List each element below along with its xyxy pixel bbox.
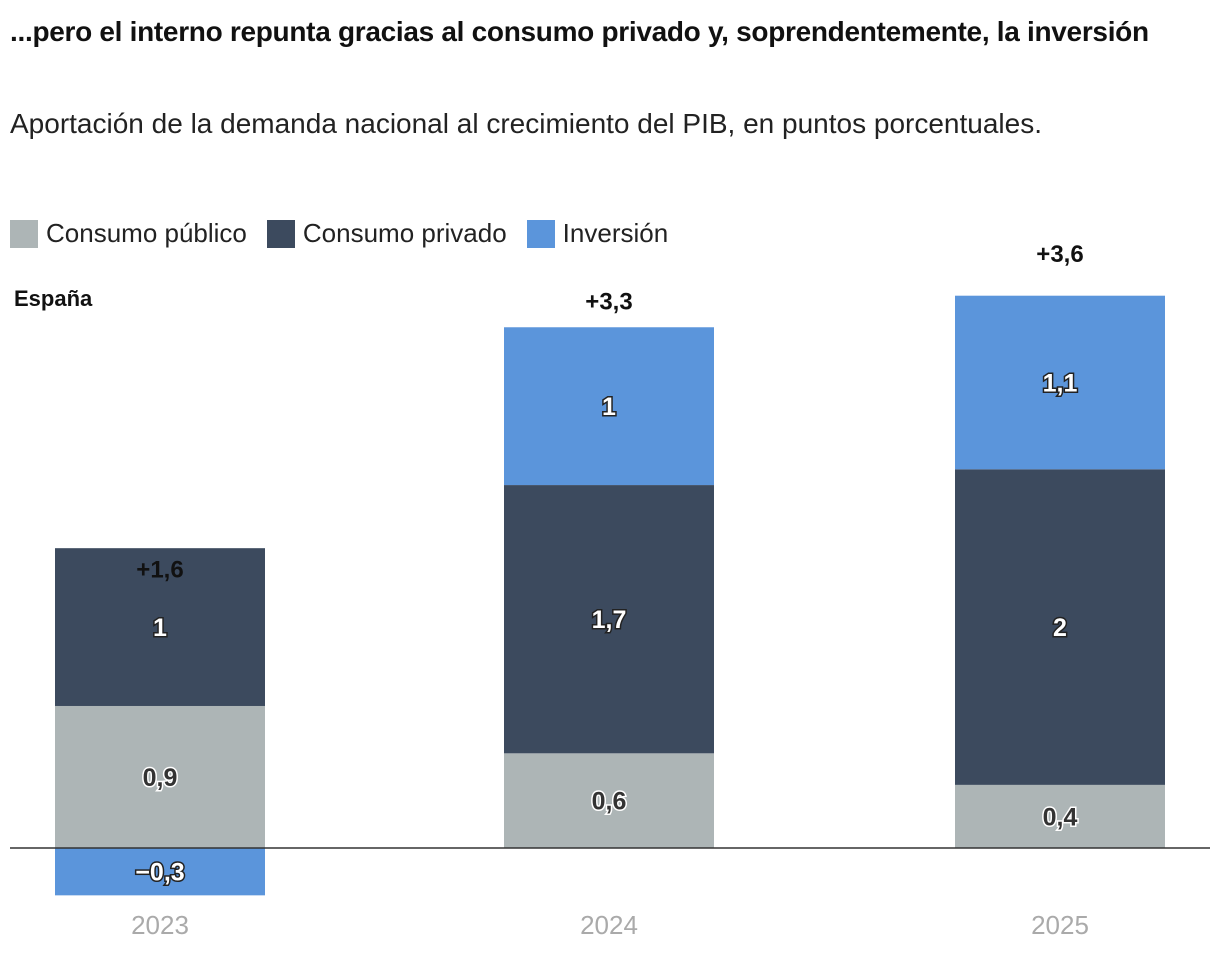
data-label: 1 bbox=[602, 393, 616, 421]
chart-title: ...pero el interno repunta gracias al co… bbox=[10, 16, 1149, 47]
legend-item: Consumo privado bbox=[266, 218, 507, 249]
legend-item: Consumo público bbox=[10, 218, 247, 249]
data-label: 1 bbox=[153, 614, 167, 642]
x-tick-label: 2025 bbox=[1031, 910, 1089, 940]
chart-subtitle: Aportación de la demanda nacional al cre… bbox=[10, 108, 1042, 139]
total-label: +1,6 bbox=[136, 557, 183, 584]
bar-segment bbox=[504, 327, 714, 486]
legend-swatch bbox=[10, 219, 38, 248]
data-label: −0,3 bbox=[135, 859, 184, 887]
legend-item: Inversión bbox=[526, 218, 669, 249]
bar-segment bbox=[955, 469, 1165, 785]
data-label: 2 bbox=[1053, 614, 1067, 642]
total-label: +3,6 bbox=[1036, 241, 1083, 268]
bar-segment bbox=[55, 705, 265, 848]
data-label: 0,9 bbox=[143, 764, 178, 792]
bar-segment bbox=[55, 848, 265, 896]
bar-segment bbox=[55, 548, 265, 706]
legend: Consumo público Consumo privado Inversión bbox=[10, 218, 668, 249]
data-label: 1,1 bbox=[1043, 369, 1078, 397]
legend-swatch bbox=[526, 219, 555, 248]
bar-segment bbox=[504, 753, 714, 848]
legend-label: Consumo público bbox=[46, 218, 247, 248]
bar-segment bbox=[955, 295, 1165, 470]
total-label: +3,3 bbox=[585, 288, 632, 315]
data-label: 0,4 bbox=[1043, 803, 1078, 831]
data-label: 1,7 bbox=[592, 606, 627, 634]
x-tick-label: 2023 bbox=[131, 910, 189, 940]
bar-segment bbox=[955, 784, 1165, 848]
x-tick-label: 2024 bbox=[580, 910, 638, 940]
legend-label: Consumo privado bbox=[302, 218, 507, 248]
data-label: 0,6 bbox=[592, 788, 627, 816]
legend-label: Inversión bbox=[562, 218, 669, 248]
legend-swatch bbox=[266, 219, 295, 248]
country-label: España bbox=[14, 286, 93, 311]
bar-segment bbox=[504, 485, 714, 754]
